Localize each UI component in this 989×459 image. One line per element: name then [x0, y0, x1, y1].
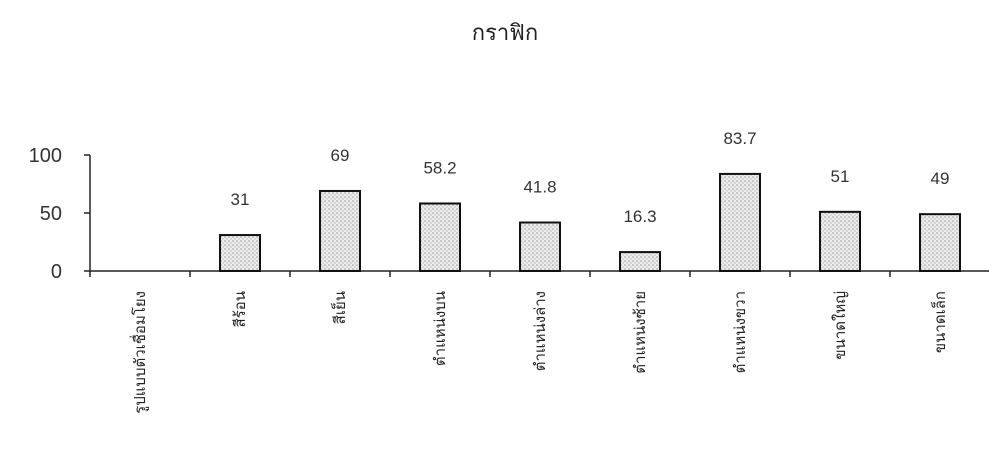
y-axis: 0 50 100	[29, 145, 90, 283]
data-label: 51	[831, 167, 850, 186]
y-tick-label: 100	[29, 145, 62, 167]
bar	[820, 212, 860, 271]
data-label: 58.2	[423, 158, 456, 177]
x-tick-label: ตำแหน่งซ้าย	[631, 291, 649, 374]
x-tick-label: สีเย็น	[330, 291, 349, 324]
bar	[620, 252, 660, 271]
bar	[320, 191, 360, 271]
x-tick-label: สีร้อน	[231, 291, 249, 327]
x-tick-label: ขนาดใหญ่	[831, 291, 849, 360]
x-tick-label: ตำแหน่งล่าง	[531, 291, 549, 371]
x-tick-labels: รูปแบบตัวเชื่อมโยง สีร้อน สีเย็น ตำแหน่งบน ต…	[129, 291, 949, 414]
bars	[220, 174, 960, 271]
bar	[220, 235, 260, 271]
bar	[720, 174, 760, 271]
chart-title: กราฟิก	[472, 21, 538, 46]
data-label: 69	[331, 146, 350, 165]
x-tick-label: ตำแหน่งขวา	[731, 291, 749, 373]
x-tick-label: ขนาดเล็ก	[930, 291, 949, 353]
data-label: 49	[931, 169, 950, 188]
bar	[520, 223, 560, 271]
x-tick-label: ตำแหน่งบน	[431, 291, 449, 366]
y-tick-label: 0	[51, 261, 62, 283]
y-tick-label: 50	[40, 203, 62, 225]
x-tick-label: รูปแบบตัวเชื่อมโยง	[129, 291, 149, 414]
data-label: 83.7	[723, 129, 756, 148]
data-label: 31	[231, 190, 250, 209]
bar	[920, 214, 960, 271]
bar	[420, 203, 460, 271]
data-label: 41.8	[523, 178, 556, 197]
data-label: 16.3	[623, 207, 656, 226]
